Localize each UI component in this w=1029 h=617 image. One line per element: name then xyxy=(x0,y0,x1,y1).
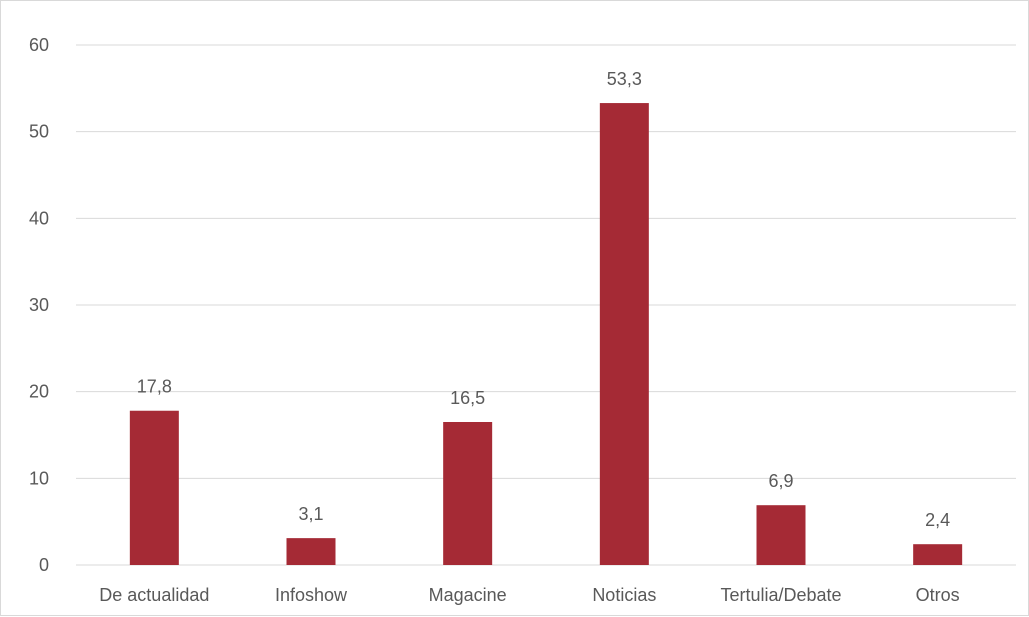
y-axis-tick-labels: 0 10 20 30 40 50 60 xyxy=(29,35,49,575)
x-category-label: Infoshow xyxy=(275,585,348,605)
bar xyxy=(286,538,336,565)
bars xyxy=(129,103,963,566)
x-category-label: Tertulia/Debate xyxy=(720,585,841,605)
bar-value-label: 53,3 xyxy=(607,69,642,89)
y-tick-label: 60 xyxy=(29,35,49,55)
y-tick-label: 0 xyxy=(39,555,49,575)
data-labels: 17,8 3,1 16,5 53,3 6,9 2,4 xyxy=(137,69,950,530)
y-tick-label: 10 xyxy=(29,468,49,488)
bar-value-label: 3,1 xyxy=(298,504,323,524)
bar xyxy=(129,410,179,565)
bar-value-label: 6,9 xyxy=(768,471,793,491)
x-category-label: Noticias xyxy=(592,585,656,605)
gridlines xyxy=(76,44,1016,566)
x-category-label: De actualidad xyxy=(99,585,209,605)
bar xyxy=(913,544,963,565)
x-axis-category-labels: De actualidad Infoshow Magacine Noticias Ter… xyxy=(99,585,959,605)
y-tick-label: 50 xyxy=(29,122,49,142)
x-category-label: Otros xyxy=(916,585,960,605)
bar-value-label: 2,4 xyxy=(925,510,950,530)
bar-value-label: 16,5 xyxy=(450,388,485,408)
bar xyxy=(599,103,649,566)
y-tick-label: 30 xyxy=(29,295,49,315)
bar xyxy=(756,505,806,565)
bar xyxy=(443,422,493,565)
y-tick-label: 40 xyxy=(29,208,49,228)
bar-value-label: 17,8 xyxy=(137,377,172,397)
y-tick-label: 20 xyxy=(29,382,49,402)
x-category-label: Magacine xyxy=(429,585,507,605)
